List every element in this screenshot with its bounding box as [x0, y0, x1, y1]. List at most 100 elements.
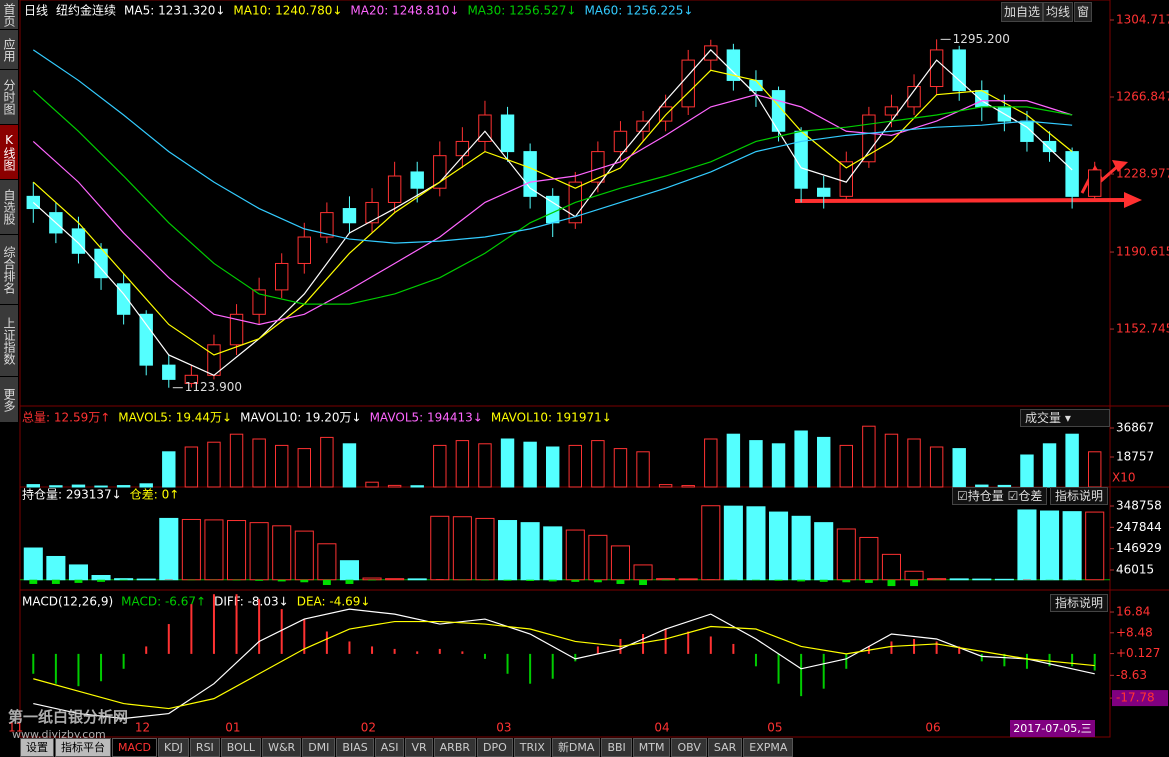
- y-tick-label: -8.63: [1116, 668, 1147, 682]
- tab[interactable]: TRIX: [513, 738, 551, 757]
- nav-item[interactable]: 分时图: [0, 70, 18, 125]
- open-interest-bar: [949, 578, 969, 581]
- volume-bar: [320, 436, 334, 488]
- change-bar: [842, 579, 851, 583]
- nav-item[interactable]: 更多: [0, 377, 18, 423]
- open-interest-bar: [475, 517, 495, 581]
- open-interest-bar: [972, 578, 992, 581]
- candle-body: [229, 313, 244, 346]
- x-tick-label: 06: [925, 721, 940, 735]
- tab[interactable]: 设置: [20, 738, 54, 757]
- help-button[interactable]: 指标说明: [1050, 594, 1109, 612]
- change-bar: [864, 579, 873, 583]
- indicator-selector[interactable]: 成交量 ▾: [1020, 409, 1110, 427]
- y-tick-label: 348758: [1116, 498, 1162, 512]
- y-tick-label: 247844: [1116, 520, 1162, 534]
- change-bar: [593, 579, 602, 583]
- toolbar-button[interactable]: 均线: [1043, 2, 1074, 22]
- volume-bar: [975, 484, 989, 488]
- legend-entry: MAVOL10: 191971↓: [491, 411, 612, 425]
- volume-bar: [907, 438, 921, 488]
- legend-entry: MAVOL5: 19.44万↓: [118, 411, 232, 425]
- change-bar: [548, 579, 557, 582]
- tab[interactable]: KDJ: [157, 738, 189, 757]
- nav-item[interactable]: 自选股: [0, 180, 18, 235]
- candle-body: [929, 49, 944, 88]
- tab[interactable]: DMI: [302, 738, 336, 757]
- change-bar: [255, 579, 264, 581]
- y-tick-label: 16.84: [1116, 605, 1150, 619]
- change-bar: [503, 579, 512, 581]
- checkbox-label[interactable]: 持仓量: [967, 489, 1004, 503]
- tab[interactable]: BIAS: [336, 738, 374, 757]
- candle-body: [839, 161, 854, 197]
- nav-item[interactable]: 应用: [0, 30, 18, 70]
- volume-bar: [568, 444, 583, 488]
- help-button[interactable]: 指标说明: [1050, 487, 1109, 505]
- tab[interactable]: 指标平台: [55, 738, 111, 757]
- annotation: 1123.900: [185, 380, 242, 394]
- indicator-line: [32, 90, 1073, 305]
- indicator-line: [32, 94, 1073, 326]
- candle-body: [1065, 151, 1079, 197]
- frame: [19, 0, 1111, 738]
- change-bar: [887, 579, 896, 587]
- tab[interactable]: ASI: [374, 738, 405, 757]
- legend-entry: MAVOL10: 19.20万↓: [240, 411, 361, 425]
- volume-bar: [342, 443, 357, 488]
- nav-item[interactable]: 首页: [0, 0, 18, 30]
- x-tick-label: 02: [361, 721, 376, 735]
- open-interest-bar: [91, 574, 111, 581]
- candle-body: [71, 228, 86, 254]
- tab[interactable]: 新DMA: [551, 738, 601, 757]
- legend-entry: 总量: 12.59万↑: [22, 411, 110, 425]
- indicator-line: [33, 608, 1095, 720]
- open-interest-bar: [181, 518, 201, 581]
- open-interest-bar: [610, 545, 630, 581]
- open-interest-bar: [814, 522, 834, 581]
- open-interest-bar: [159, 517, 179, 581]
- tab[interactable]: OBV: [671, 738, 707, 757]
- change-bar: [119, 579, 128, 581]
- tab[interactable]: W&R: [262, 738, 302, 757]
- tab[interactable]: RSI: [189, 738, 220, 757]
- unit-label: X10: [1112, 471, 1136, 485]
- nav-item[interactable]: 综合排名: [0, 235, 18, 305]
- toolbar-button[interactable]: 窗: [1074, 2, 1093, 22]
- legend-entry: DIFF: -8.03↓: [214, 595, 289, 609]
- open-interest-bar: [452, 516, 472, 581]
- open-interest-bar: [927, 578, 947, 581]
- tab[interactable]: BBI: [601, 738, 632, 757]
- watermark-url: www.diyizby.com: [12, 728, 106, 741]
- tab[interactable]: VR: [405, 738, 433, 757]
- nav-item[interactable]: K线图: [0, 125, 18, 180]
- tab[interactable]: MACD: [112, 738, 157, 757]
- y-tick-label: 36867: [1116, 421, 1154, 435]
- y-tick-label: +0.127: [1116, 646, 1160, 660]
- candle-body: [613, 130, 628, 153]
- legend-entry: MA60: 1256.225↓: [584, 4, 693, 18]
- open-interest-bar: [498, 520, 518, 581]
- change-bar: [752, 579, 760, 581]
- volume-bar: [523, 441, 537, 488]
- y-tick-label: +8.48: [1116, 625, 1153, 639]
- open-interest-bar: [678, 578, 698, 581]
- y-tick-label: 1152.745: [1116, 322, 1169, 336]
- tab[interactable]: MTM: [632, 738, 671, 757]
- nav-item[interactable]: 上证指数: [0, 305, 18, 377]
- checkbox-label[interactable]: 仓差: [1018, 489, 1043, 503]
- indicator-tabs: 设置 指标平台 MACD KDJ RSI BOLL W&R DMI BIAS ASI VR ARBR D…: [20, 738, 1169, 757]
- volume-bar: [816, 436, 831, 488]
- open-interest-bar: [1040, 510, 1060, 581]
- volume-bar: [94, 485, 108, 488]
- x-tick-label: 11: [8, 721, 23, 735]
- tab[interactable]: SAR: [707, 738, 743, 757]
- open-interest-bar: [836, 528, 856, 581]
- candle-body: [342, 208, 357, 224]
- tab[interactable]: ARBR: [433, 738, 477, 757]
- tab[interactable]: EXPMA: [743, 738, 794, 757]
- tab[interactable]: DPO: [477, 738, 513, 757]
- tab[interactable]: BOLL: [220, 738, 262, 757]
- toolbar-button[interactable]: 加自选: [1001, 2, 1044, 22]
- change-bar: [97, 579, 105, 582]
